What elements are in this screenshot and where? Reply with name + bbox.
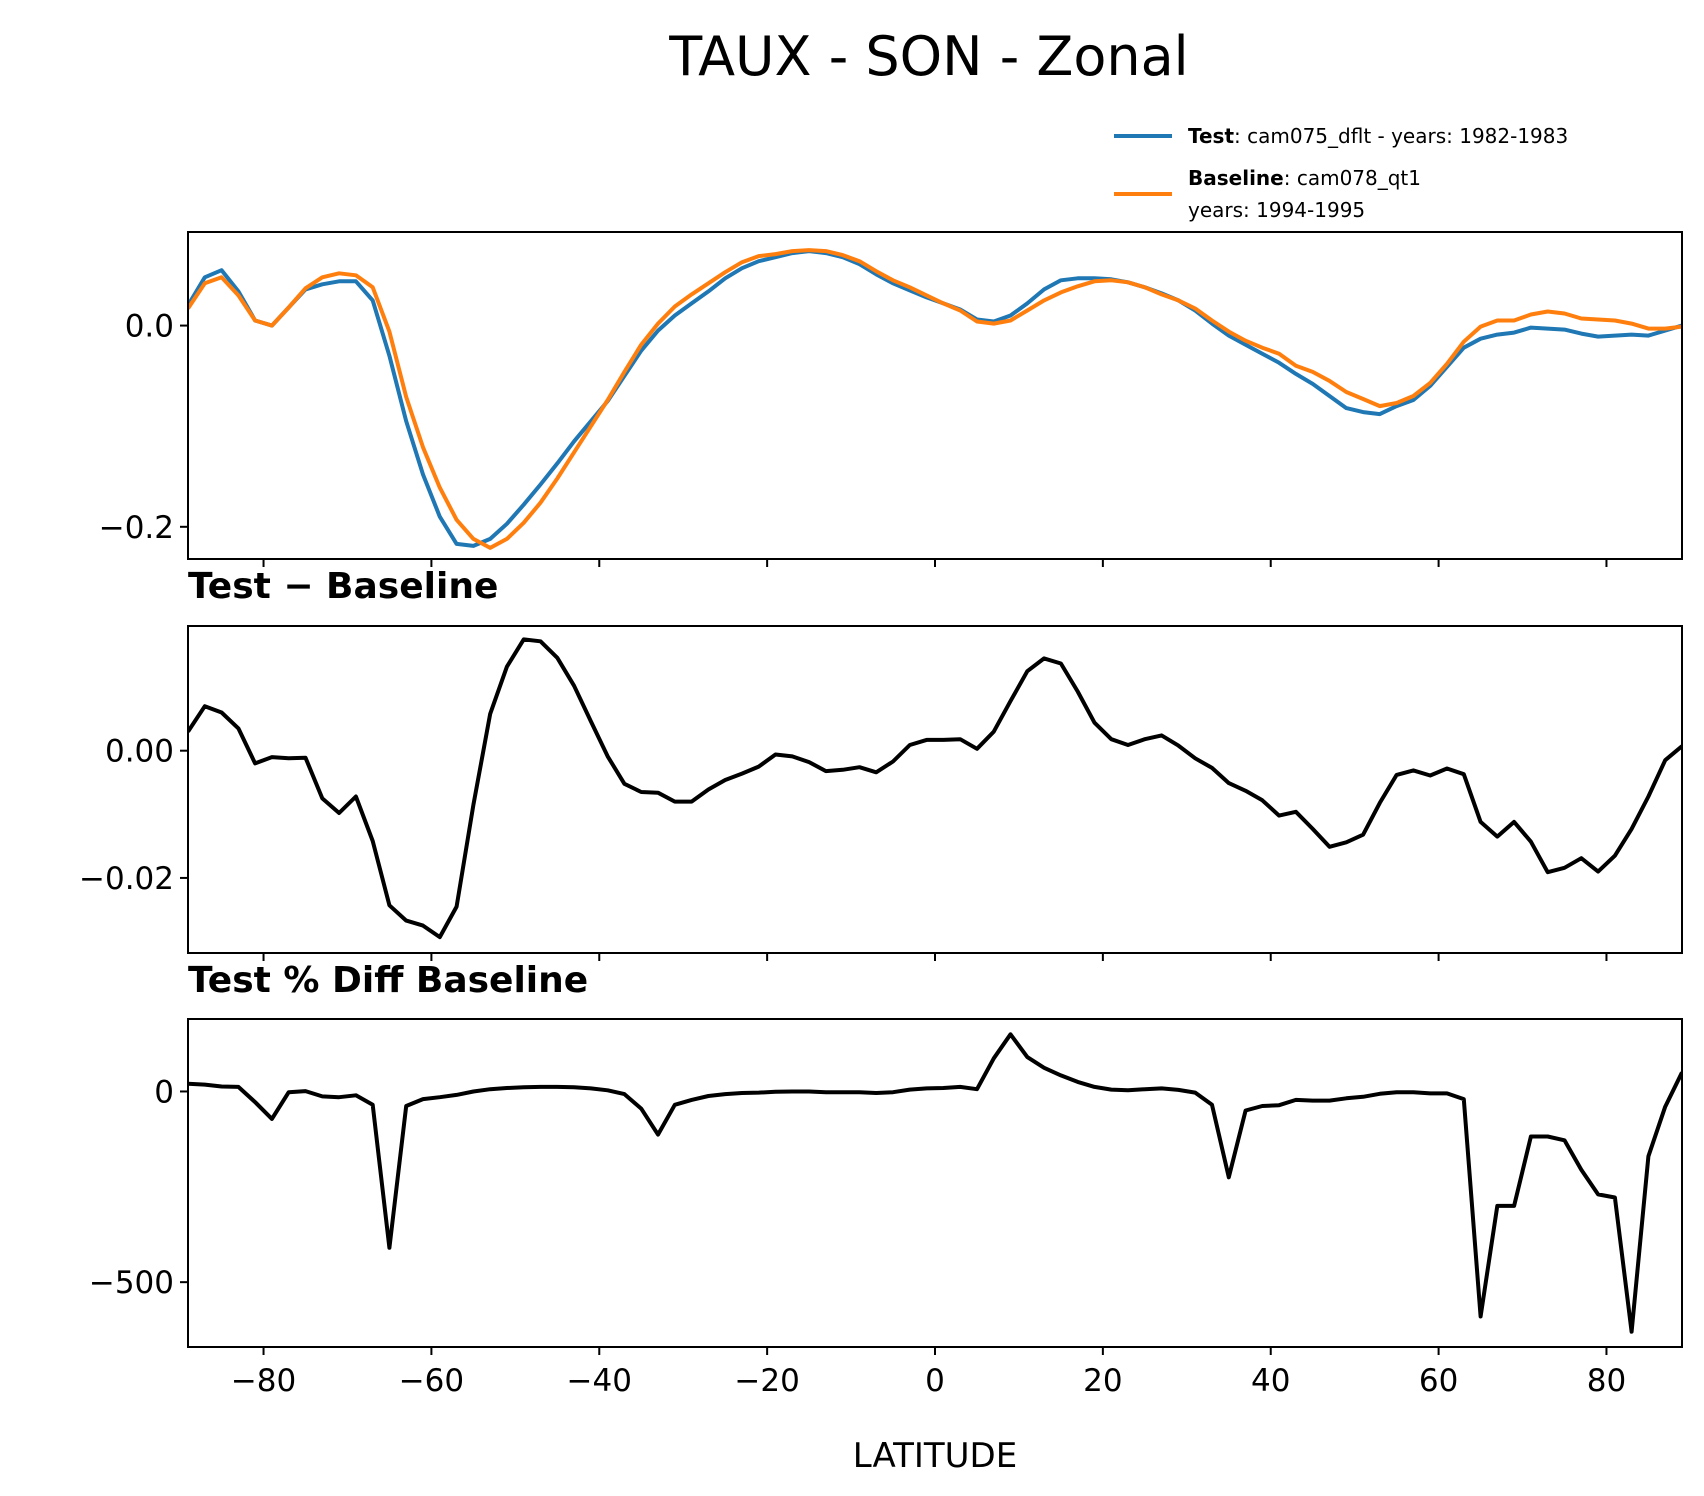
chart-title: TAUX - SON - Zonal	[668, 25, 1188, 88]
series-line-diff-diff	[188, 637, 1682, 940]
panel-diff: 0.00 −0.02	[79, 625, 1683, 961]
x-tick-label: −80	[231, 1363, 296, 1399]
legend-baseline-label: Baseline: cam078_qt1	[1188, 166, 1421, 190]
legend-baseline-text: : cam078_qt1	[1284, 166, 1421, 190]
x-tick-label: −20	[734, 1363, 799, 1399]
y-tick-label-top: −0.2	[99, 510, 174, 546]
legend-test-bold: Test	[1188, 124, 1234, 148]
legend-baseline-label-line2: years: 1994-1995	[1188, 198, 1365, 222]
y-tick-label-diff: 0.00	[105, 734, 174, 770]
x-tick-label: 0	[925, 1363, 945, 1399]
x-axis-label: LATITUDE	[853, 1436, 1017, 1476]
panel-pct-title: Test % Diff Baseline	[188, 960, 588, 1001]
panel-pct: 0 −500 −80 −60 −40 −20 0 20 40 60 80	[89, 1018, 1683, 1399]
legend-test-text: : cam075_dflt - years: 1982-1983	[1234, 124, 1568, 148]
legend-baseline-bold: Baseline	[1188, 166, 1284, 190]
legend: Test: cam075_dflt - years: 1982-1983 Bas…	[1114, 124, 1568, 222]
legend-test-label: Test: cam075_dflt - years: 1982-1983	[1188, 124, 1568, 148]
x-tick-label: 60	[1419, 1363, 1458, 1399]
y-tick-label-pct: 0	[154, 1074, 174, 1110]
x-tick-label: −40	[567, 1363, 632, 1399]
panel-top: 0.0 −0.2	[99, 231, 1683, 567]
x-tick-label: −60	[399, 1363, 464, 1399]
y-tick-label-top: 0.0	[125, 309, 174, 345]
y-tick-label-pct: −500	[89, 1265, 174, 1301]
x-tick-label: 40	[1251, 1363, 1290, 1399]
series-line-pct-diff	[188, 1032, 1682, 1334]
x-tick-label: 80	[1587, 1363, 1626, 1399]
series-line-top-baseline	[188, 248, 1682, 550]
x-tick-label: 20	[1083, 1363, 1122, 1399]
panel-diff-title: Test − Baseline	[188, 566, 498, 607]
y-tick-label-diff: −0.02	[79, 861, 174, 897]
